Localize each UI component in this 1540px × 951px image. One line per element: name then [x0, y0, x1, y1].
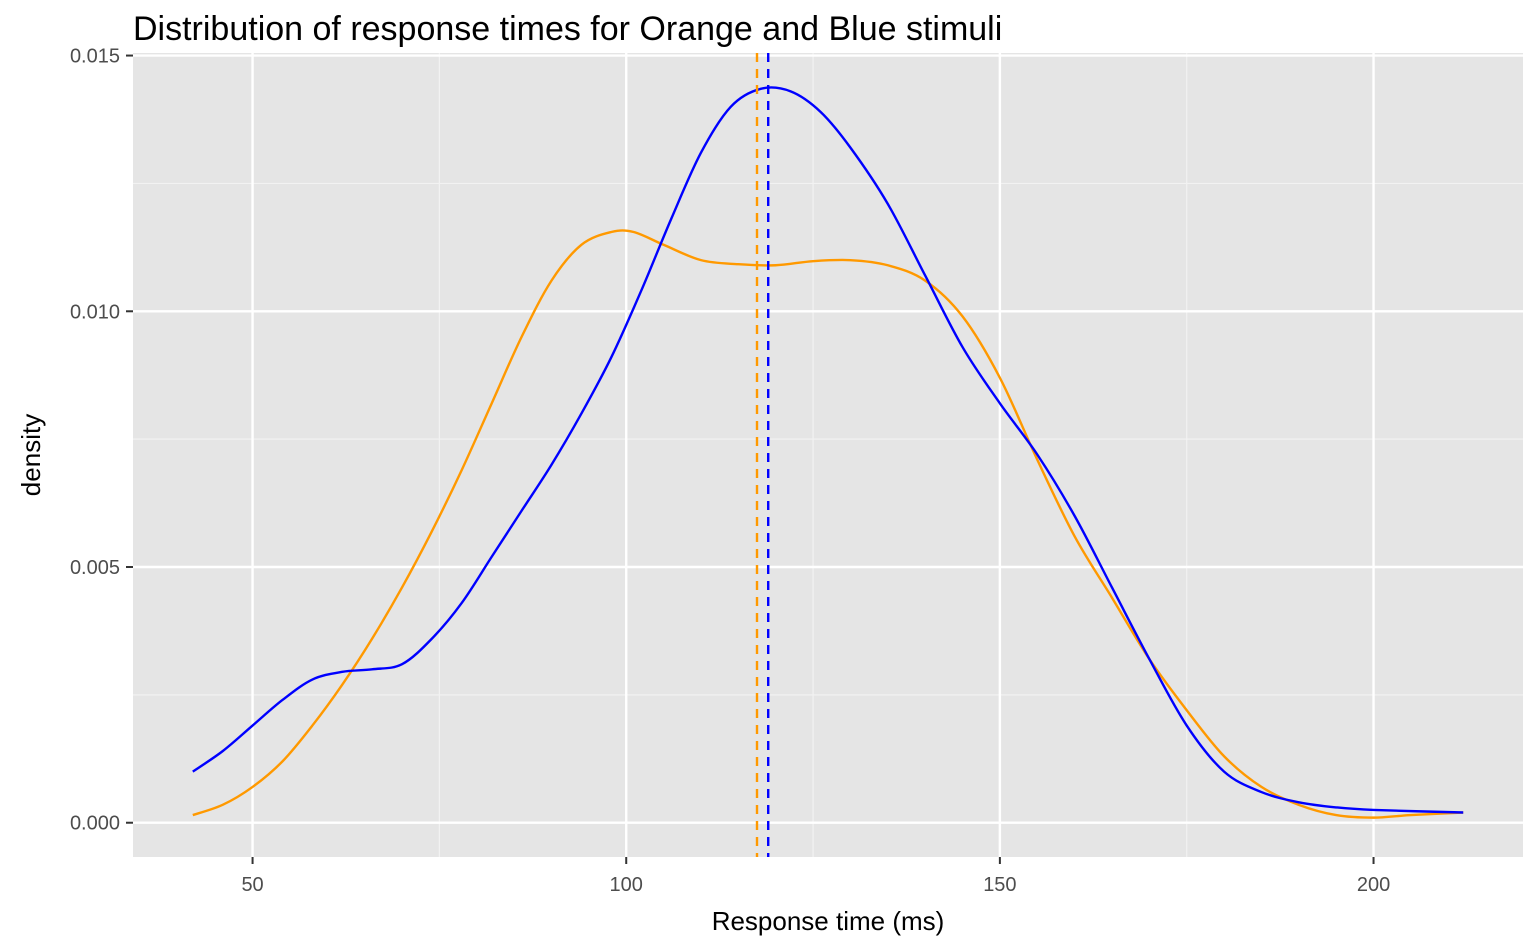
axes: 50 100 150 200 0.000 0.005 0.010 0.015 [70, 46, 1390, 896]
y-tick-label: 0.010 [70, 301, 120, 323]
y-tick-label: 0.015 [70, 46, 120, 68]
minor-gridlines [133, 53, 1523, 857]
x-tick-label: 150 [983, 874, 1016, 896]
y-axis-title: density [16, 414, 46, 496]
major-gridlines [133, 53, 1523, 857]
mean-lines [755, 53, 770, 857]
density-curve-1 [192, 86, 1464, 814]
chart-title: Distribution of response times for Orang… [133, 10, 1003, 48]
density-curves [192, 86, 1464, 819]
x-tick-label: 200 [1357, 874, 1390, 896]
density-curve-0 [192, 229, 1464, 819]
x-axis-title: Response time (ms) [712, 906, 945, 936]
x-tick-label: 100 [610, 874, 643, 896]
x-tick-label: 50 [241, 874, 263, 896]
y-tick-label: 0.005 [70, 557, 120, 579]
y-tick-label: 0.000 [70, 813, 120, 835]
plot-panel [133, 53, 1523, 857]
